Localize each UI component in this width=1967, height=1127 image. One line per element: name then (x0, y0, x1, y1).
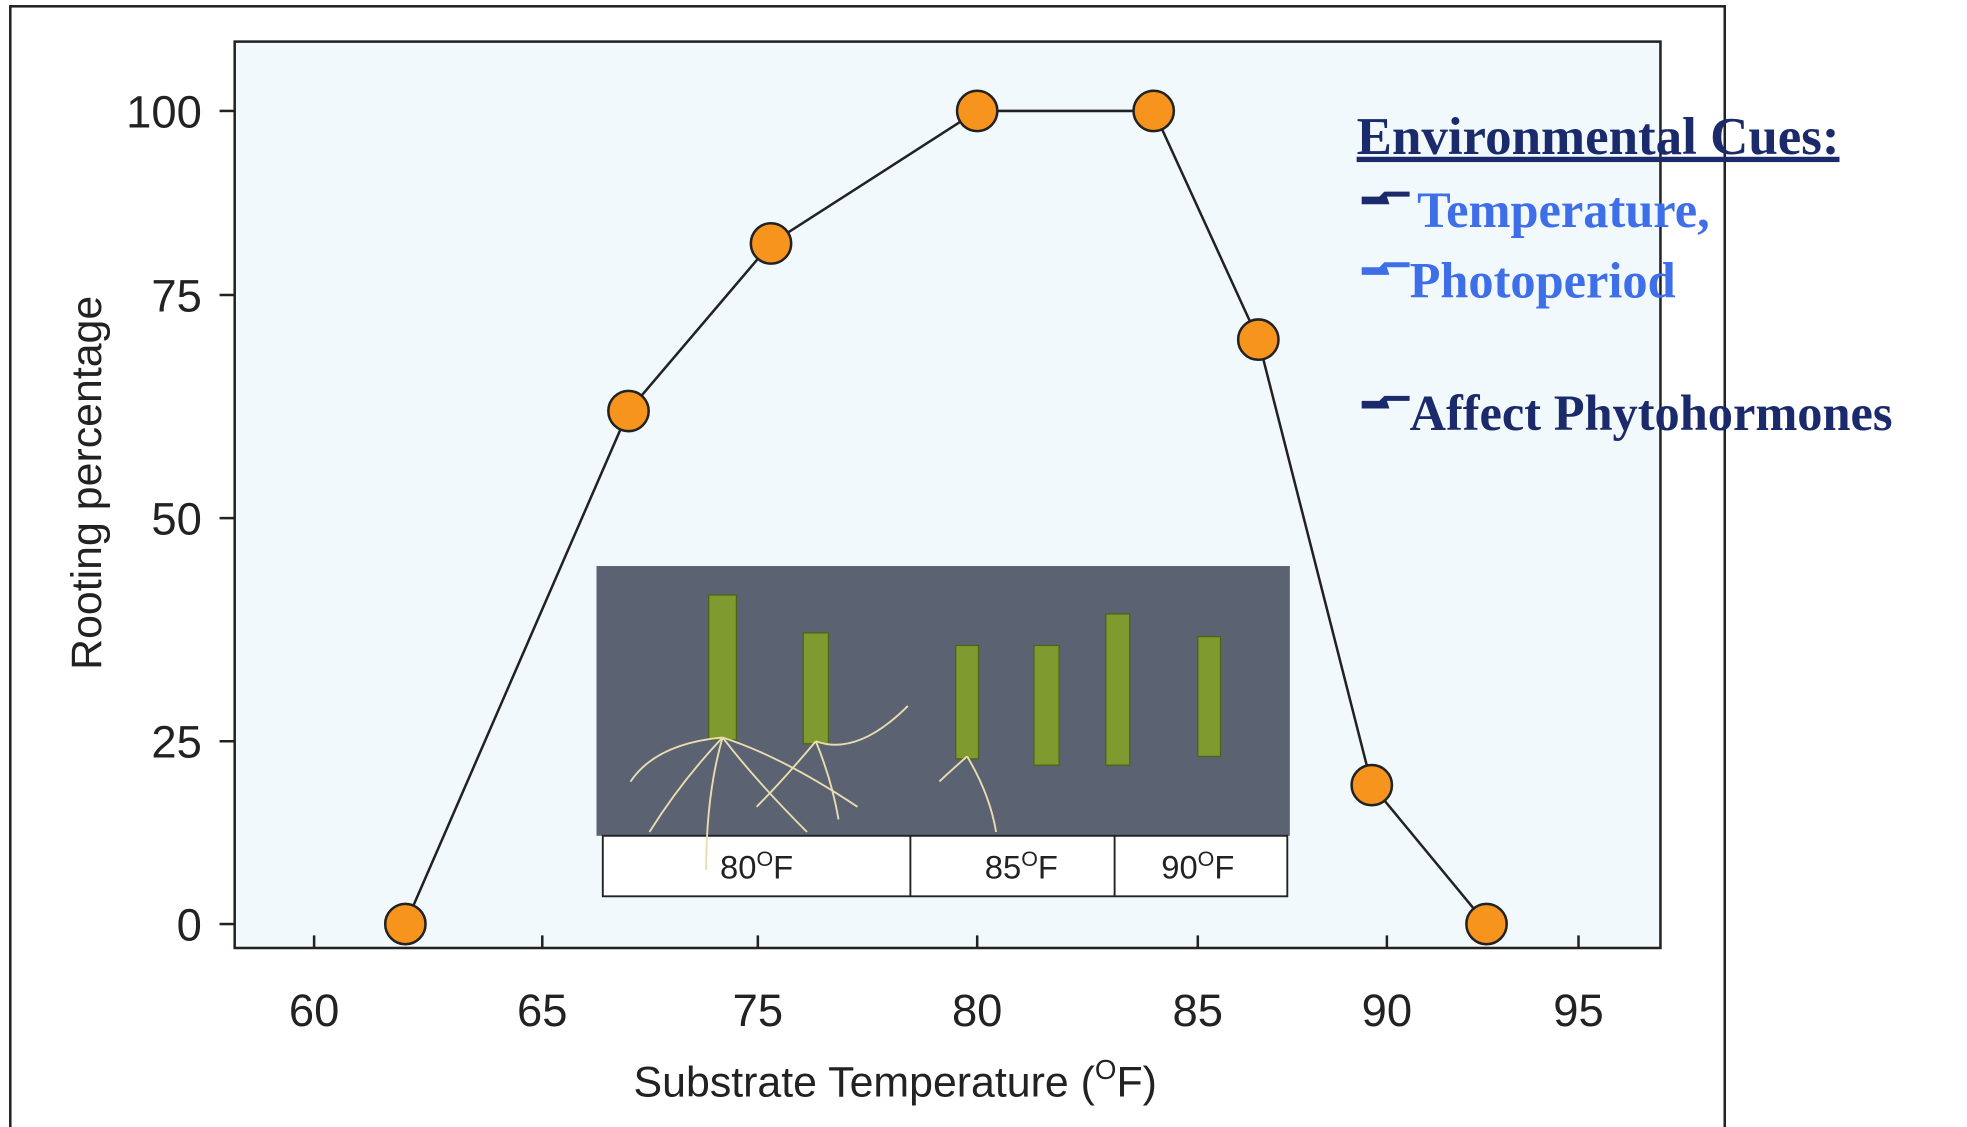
data-point (608, 391, 648, 431)
side-item: Affect Phytohormones (1410, 385, 1893, 441)
x-tick-label: 75 (733, 985, 783, 1036)
x-axis-title-part: F) (1116, 1059, 1156, 1107)
x-axis-title-part: Substrate Temperature ( (634, 1059, 1096, 1107)
x-tick-label: 60 (289, 985, 339, 1036)
inset-label-part: F (773, 849, 793, 886)
data-point (1466, 904, 1506, 944)
inset-label-part: 85 (985, 849, 1021, 886)
x-tick-label: 65 (517, 985, 567, 1036)
superscript: O (1095, 1054, 1117, 1085)
y-tick-label: 75 (151, 270, 201, 321)
chart: 0 25 50 75 100 60 65 75 80 85 90 95 Rooting percenta… (0, 0, 1967, 1127)
inset-photo (596, 566, 1289, 896)
superscript: O (1021, 847, 1038, 871)
x-tick-label: 90 (1362, 985, 1412, 1036)
inset-label-part: 90 (1161, 849, 1197, 886)
x-tick-label: 80 (952, 985, 1002, 1036)
data-point (385, 904, 425, 944)
inset-label-part: F (1214, 849, 1234, 886)
y-tick-label: 100 (126, 86, 202, 137)
inset-label-part: 80 (720, 849, 756, 886)
y-tick-label: 50 (151, 494, 201, 545)
superscript: O (756, 847, 773, 871)
side-item: Temperature, (1417, 182, 1710, 238)
data-point (1352, 765, 1392, 805)
data-point (1238, 319, 1278, 359)
y-tick-label: 25 (151, 717, 201, 768)
data-point (751, 223, 791, 263)
inset-label-part: F (1038, 849, 1058, 886)
x-axis-title: Substrate Temperature (OF) (634, 1054, 1157, 1107)
x-tick-label: 85 (1173, 985, 1223, 1036)
side-item: Photoperiod (1410, 253, 1676, 309)
y-axis-title: Rooting percentage (63, 296, 111, 670)
data-point (957, 91, 997, 131)
superscript: O (1198, 847, 1215, 871)
side-heading: Environmental Cues: (1357, 108, 1840, 166)
data-point (1134, 91, 1174, 131)
y-tick-label: 0 (177, 899, 202, 950)
x-tick-label: 95 (1553, 985, 1603, 1036)
